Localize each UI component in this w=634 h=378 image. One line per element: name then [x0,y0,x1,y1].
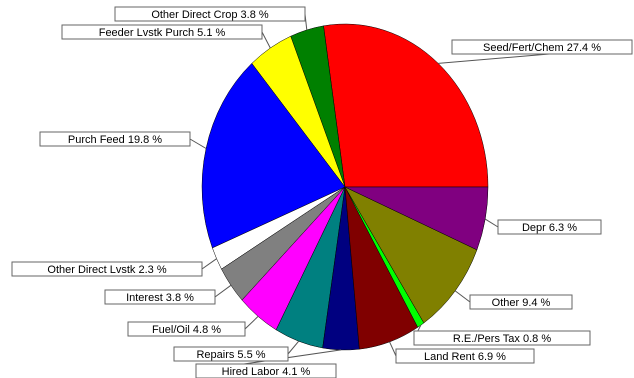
label-leader-line [484,218,499,228]
slice-label-box [395,348,535,364]
pie-slice-seed-fert-chem [323,23,489,188]
slice-label-box [11,261,203,277]
slice-label: Repairs 5.5 % [196,349,265,361]
slice-labels: Seed/Fert/Chem 27.4 % Other Direct Crop 3… [11,6,633,378]
slice-label: Other 9.4 % [492,297,551,309]
label-leader-line [389,341,397,357]
label-leader-line [454,290,471,303]
slice-label: Seed/Fert/Chem 27.4 % [483,42,601,54]
pie-slice-depr [344,186,489,251]
slice-label-box [127,321,246,337]
pie-slices [201,23,489,351]
label-leader-line [261,31,271,49]
slice-label-box [451,39,633,55]
label-leader-line [201,258,217,270]
slice-label-box [173,346,289,362]
slice-label: Feeder Lvstk Purch 5.1 % [99,27,226,39]
slice-label: R.E./Pers Tax 0.8 % [453,333,551,345]
slice-label: Fuel/Oil 4.8 % [152,324,221,336]
label-leader-line [244,316,259,330]
slice-label-box [469,294,573,310]
slice-label-box [104,289,216,305]
pie-slice-other [344,186,478,324]
slice-label-box [195,363,337,378]
slice-label-box [39,131,191,147]
slice-label: Other Direct Crop 3.8 % [151,9,269,21]
slice-label-box [61,24,263,40]
slice-label: Interest 3.8 % [126,292,194,304]
label-leader-line [189,138,207,149]
slice-label: Depr 6.3 % [522,222,577,234]
slice-label: Hired Labor 4.1 % [222,366,311,378]
slice-label: Purch Feed 19.8 % [68,134,162,146]
slice-label: Land Rent 6.9 % [424,351,506,363]
slice-label-box [497,219,602,235]
slice-label-box [413,330,591,346]
label-leader-line [287,340,300,355]
label-leader-line [214,284,232,298]
slice-label-box [114,6,306,22]
slice-label: Other Direct Lvstk 2.3 % [47,264,166,276]
